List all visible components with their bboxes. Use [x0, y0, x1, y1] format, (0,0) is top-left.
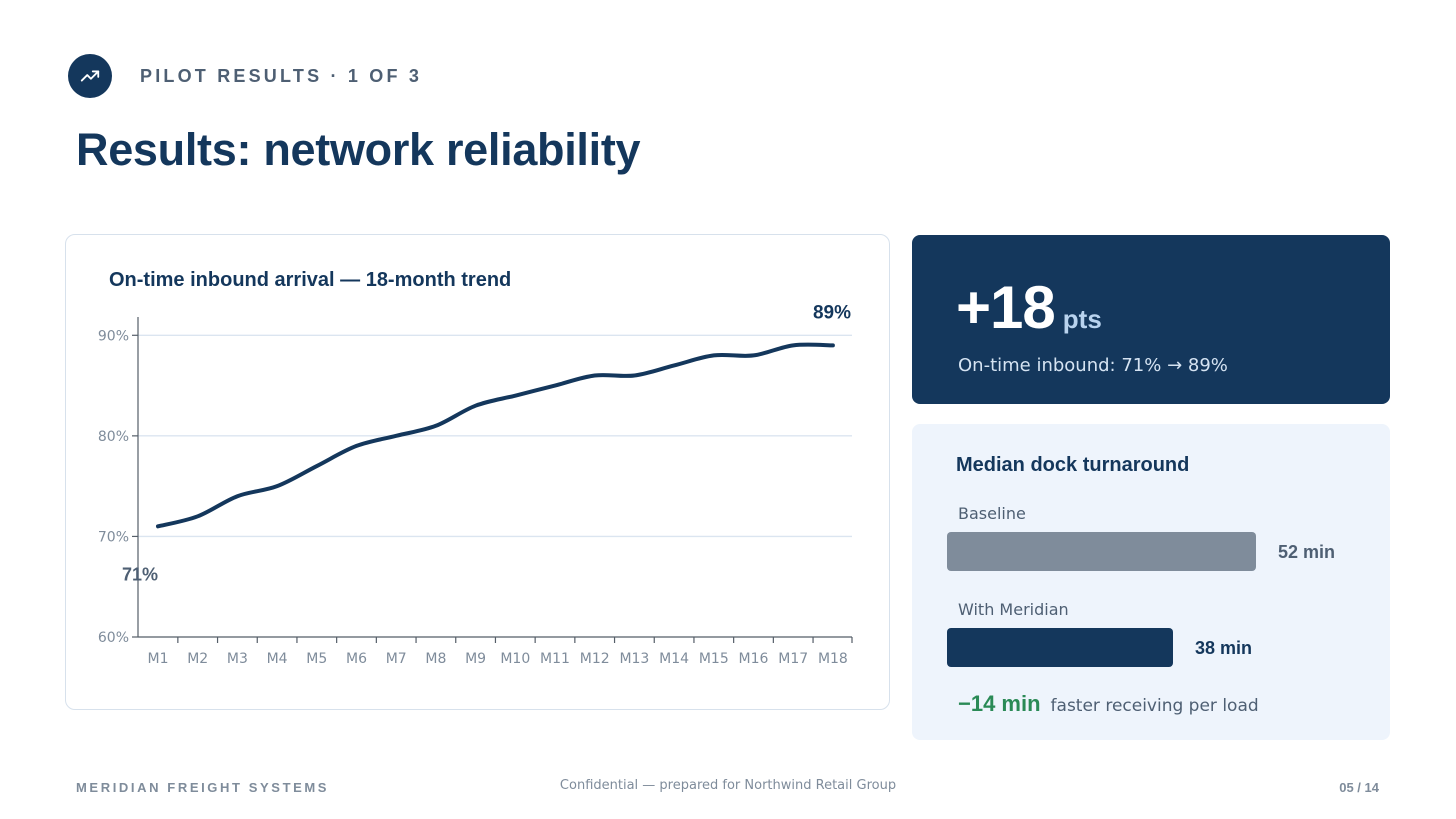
series-line [156, 342, 835, 529]
x-tick-label: M11 [540, 651, 570, 667]
kpi-card: +18 pts On-time inbound: 71% → 89% [912, 235, 1390, 404]
baseline-bar [947, 532, 1256, 571]
meridian-bar [947, 628, 1173, 667]
x-tick-label: M13 [619, 651, 649, 667]
y-tick-label: 70% [98, 529, 129, 545]
x-tick-label: M8 [425, 651, 446, 667]
x-tick-label: M1 [148, 651, 169, 667]
chart-card: On-time inbound arrival — 18-month trend… [65, 234, 890, 710]
x-tick-label: M7 [386, 651, 407, 667]
x-tick-label: M14 [659, 651, 689, 667]
delta-text: faster receiving per load [1050, 696, 1259, 716]
end-value-label: 89% [813, 302, 851, 323]
y-tick-label: 60% [98, 630, 129, 646]
x-tick-label: M2 [187, 651, 208, 667]
start-value-label: 71% [122, 564, 158, 584]
kpi-unit: pts [1062, 304, 1102, 334]
x-tick-label: M10 [500, 651, 530, 667]
x-tick-label: M4 [267, 651, 288, 667]
kpi-row: +18 pts [956, 273, 1102, 342]
kpi-subtitle: On-time inbound: 71% → 89% [958, 355, 1228, 376]
chart-title: On-time inbound arrival — 18-month trend [109, 269, 512, 291]
footer-company: MERIDIAN FREIGHT SYSTEMS [76, 780, 330, 795]
x-tick-label: M18 [818, 651, 848, 667]
meridian-label: With Meridian [958, 600, 1069, 619]
line-chart: 60% 70% 80% 90% M1 M2 M3 M4 M5 M6 M7 M8 M9 M10 M11 M12 M… [98, 302, 853, 667]
x-tick-label: M5 [306, 651, 327, 667]
x-tick-label: M16 [739, 651, 769, 667]
y-tick-label: 90% [98, 328, 129, 344]
eyebrow-label: PILOT RESULTS · 1 OF 3 [140, 65, 423, 86]
delta-row: −14 min faster receiving per load [958, 691, 1259, 717]
footer-page-number: 05 / 14 [1339, 780, 1379, 795]
dock-title: Median dock turnaround [956, 454, 1190, 476]
eyebrow-badge [68, 54, 112, 98]
meridian-value: 38 min [1195, 638, 1253, 658]
x-tick-label: M6 [346, 651, 367, 667]
baseline-value: 52 min [1278, 542, 1336, 562]
footer-confidential: Confidential — prepared for Northwind Re… [559, 778, 897, 793]
x-tick-label: M12 [580, 651, 610, 667]
page-title: Results: network reliability [76, 124, 641, 175]
trending-up-icon [80, 70, 100, 82]
x-tick-label: M15 [699, 651, 729, 667]
kpi-value: +18 [956, 274, 1056, 341]
delta-value: −14 min [958, 691, 1041, 716]
x-tick-label: M9 [465, 651, 486, 667]
y-tick-label: 80% [98, 429, 129, 445]
eyebrow: PILOT RESULTS · 1 OF 3 [68, 54, 422, 98]
baseline-label: Baseline [958, 504, 1026, 523]
x-tick-label: M3 [227, 651, 248, 667]
x-tick-label: M17 [778, 651, 808, 667]
dock-turnaround-card: Median dock turnaround Baseline 52 min W… [912, 424, 1390, 740]
